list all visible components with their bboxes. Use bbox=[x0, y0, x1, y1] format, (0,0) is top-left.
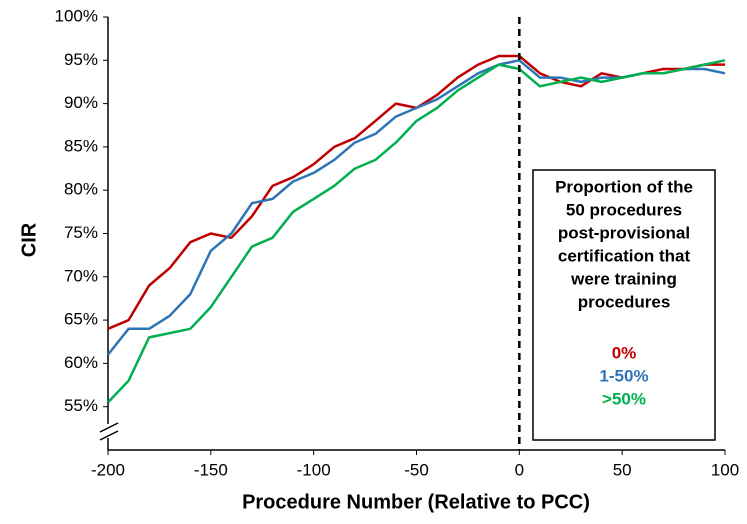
legend-title: Proportion of the bbox=[555, 177, 693, 196]
y-tick-label: 100% bbox=[55, 6, 98, 25]
series-line bbox=[107, 59, 726, 404]
legend-title: 50 procedures bbox=[566, 200, 682, 219]
x-tick-label: 100 bbox=[711, 460, 739, 479]
x-tick-label: 0 bbox=[515, 460, 524, 479]
legend-entry: >50% bbox=[602, 389, 646, 408]
break-gap bbox=[100, 424, 118, 438]
y-tick-label: 85% bbox=[64, 136, 98, 155]
x-tick-label: -200 bbox=[91, 460, 125, 479]
legend-entry: 1-50% bbox=[599, 366, 648, 385]
y-tick-label: 60% bbox=[64, 353, 98, 372]
y-tick-label: 75% bbox=[64, 223, 98, 242]
y-tick-label: 90% bbox=[64, 93, 98, 112]
axis-break bbox=[99, 422, 119, 441]
x-tick-label: -100 bbox=[297, 460, 331, 479]
x-tick-label: -50 bbox=[404, 460, 429, 479]
y-tick-label: 65% bbox=[64, 310, 98, 329]
y-axis-title: CIR bbox=[18, 222, 40, 257]
legend-title: certification that bbox=[558, 246, 691, 265]
y-tick-label: 80% bbox=[64, 180, 98, 199]
legend-box bbox=[532, 169, 716, 441]
x-tick-label: 50 bbox=[613, 460, 632, 479]
legend-title: post-provisional bbox=[558, 223, 690, 242]
legend-entry: 0% bbox=[612, 343, 637, 362]
break-slash bbox=[99, 422, 119, 433]
legend-title: procedures bbox=[578, 292, 671, 311]
legend-title: were training bbox=[570, 269, 677, 288]
x-tick-label: -150 bbox=[194, 460, 228, 479]
x-axis-title: Procedure Number (Relative to PCC) bbox=[242, 491, 590, 513]
y-tick-label: 70% bbox=[64, 266, 98, 285]
y-tick-label: 95% bbox=[64, 50, 98, 69]
y-tick-label: 55% bbox=[64, 396, 98, 415]
break-slash bbox=[99, 430, 119, 441]
